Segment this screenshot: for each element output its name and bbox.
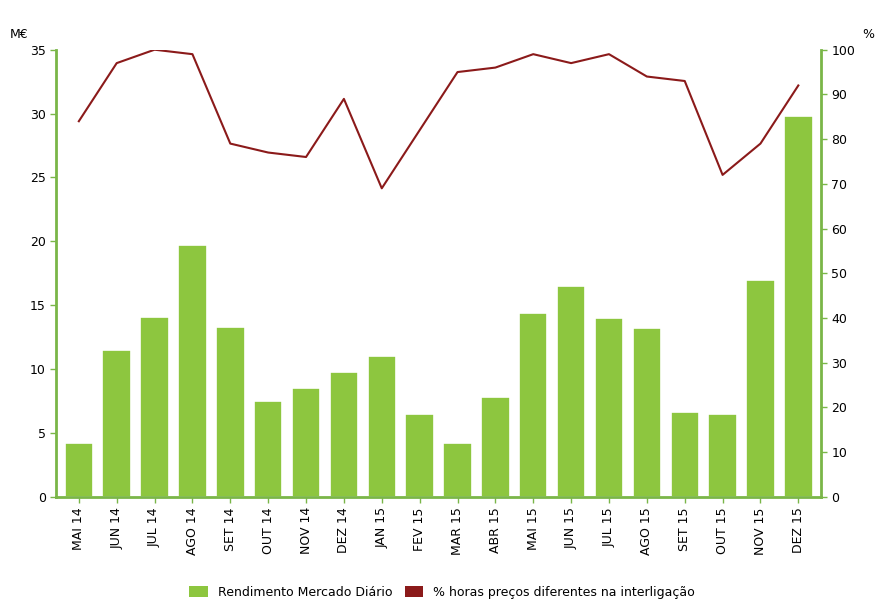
Bar bbox=[595, 318, 623, 497]
Bar bbox=[671, 413, 699, 497]
Bar bbox=[557, 286, 585, 497]
Bar bbox=[368, 356, 396, 497]
Bar bbox=[330, 371, 358, 497]
Bar bbox=[633, 328, 661, 497]
Bar bbox=[216, 327, 245, 497]
Bar bbox=[443, 443, 472, 497]
Bar bbox=[179, 245, 207, 497]
Bar bbox=[481, 397, 509, 497]
Text: M€: M€ bbox=[11, 28, 29, 40]
Bar bbox=[708, 414, 736, 497]
Bar bbox=[141, 317, 169, 497]
Text: %: % bbox=[863, 28, 874, 40]
Bar bbox=[519, 313, 547, 497]
Bar bbox=[784, 116, 812, 497]
Legend: Rendimento Mercado Diário, % horas preços diferentes na interligação: Rendimento Mercado Diário, % horas preço… bbox=[184, 581, 700, 604]
Bar bbox=[746, 280, 774, 497]
Bar bbox=[254, 401, 282, 497]
Bar bbox=[292, 388, 320, 497]
Bar bbox=[406, 414, 434, 497]
Bar bbox=[103, 350, 131, 497]
Bar bbox=[65, 443, 93, 497]
